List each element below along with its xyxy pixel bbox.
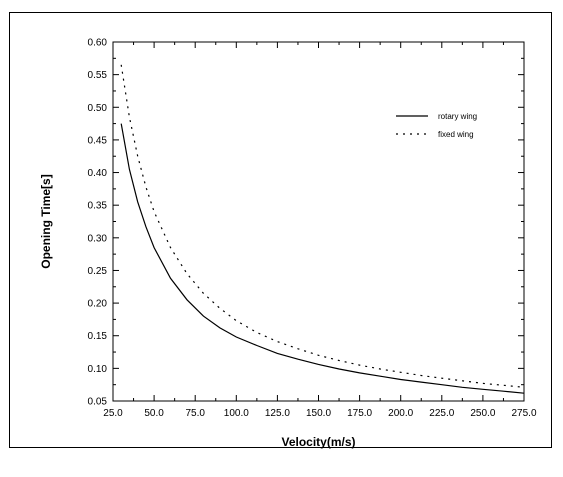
y-axis-title: Opening Time[s] (39, 174, 53, 268)
figure-frame (9, 12, 552, 448)
x-axis-title: Velocity(m/s) (281, 435, 355, 449)
x-tick-label: 50.0 (144, 408, 164, 419)
y-tick-label: 0.30 (88, 233, 108, 244)
x-tick-label: 225.0 (429, 408, 454, 419)
x-tick-label: 150.0 (306, 408, 331, 419)
y-tick-label: 0.55 (88, 70, 108, 81)
y-tick-label: 0.25 (88, 266, 108, 277)
y-tick-label: 0.05 (88, 397, 108, 408)
y-tick-label: 0.40 (88, 168, 108, 179)
y-tick-label: 0.45 (88, 135, 108, 146)
x-tick-label: 275.0 (511, 408, 536, 419)
x-tick-label: 175.0 (347, 408, 372, 419)
y-tick-label: 0.20 (88, 299, 108, 310)
x-tick-label: 75.0 (185, 408, 205, 419)
y-tick-label: 0.60 (88, 38, 108, 49)
legend-label-fixed-wing: fixed wing (438, 130, 474, 139)
y-tick-label: 0.35 (88, 201, 108, 212)
plot-area (112, 41, 525, 402)
x-tick-label: 100.0 (224, 408, 249, 419)
x-tick-label: 250.0 (470, 408, 495, 419)
y-tick-label: 0.10 (88, 364, 108, 375)
x-tick-label: 25.0 (103, 408, 123, 419)
y-tick-label: 0.50 (88, 103, 108, 114)
series-line-rotary-wing (120, 123, 525, 394)
y-tick-label: 0.15 (88, 331, 108, 342)
x-tick-label: 125.0 (265, 408, 290, 419)
x-tick-label: 200.0 (388, 408, 413, 419)
legend-label-rotary-wing: rotary wing (438, 112, 477, 121)
